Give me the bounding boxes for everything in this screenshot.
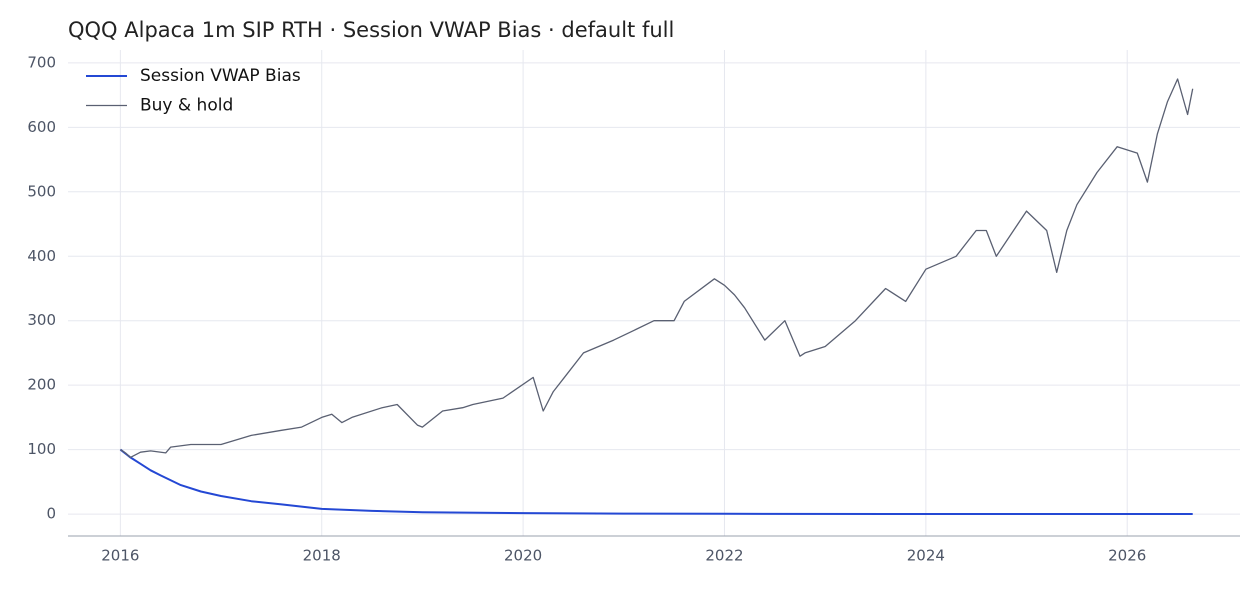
- series-line: [119, 448, 1193, 515]
- y-tick-label: 100: [27, 440, 56, 458]
- x-tick-label: 2018: [303, 547, 341, 565]
- legend-label: Session VWAP Bias: [140, 66, 301, 86]
- x-tick-label: 2016: [101, 547, 139, 565]
- x-tick-label: 2026: [1108, 547, 1146, 565]
- x-tick-label: 2024: [907, 547, 945, 565]
- y-tick-label: 300: [27, 311, 56, 329]
- y-tick-label: 200: [27, 376, 56, 394]
- legend-label: Buy & hold: [140, 96, 233, 116]
- chart-title: QQQ Alpaca 1m SIP RTH · Session VWAP Bia…: [68, 18, 674, 42]
- y-tick-label: 700: [27, 53, 56, 71]
- series-line: [120, 78, 1194, 459]
- y-tick-label: 0: [46, 505, 56, 523]
- y-tick-label: 400: [27, 247, 56, 265]
- y-tick-label: 500: [27, 182, 56, 200]
- x-tick-label: 2022: [705, 547, 743, 565]
- x-tick-label: 2020: [504, 547, 542, 565]
- y-tick-label: 600: [27, 118, 56, 136]
